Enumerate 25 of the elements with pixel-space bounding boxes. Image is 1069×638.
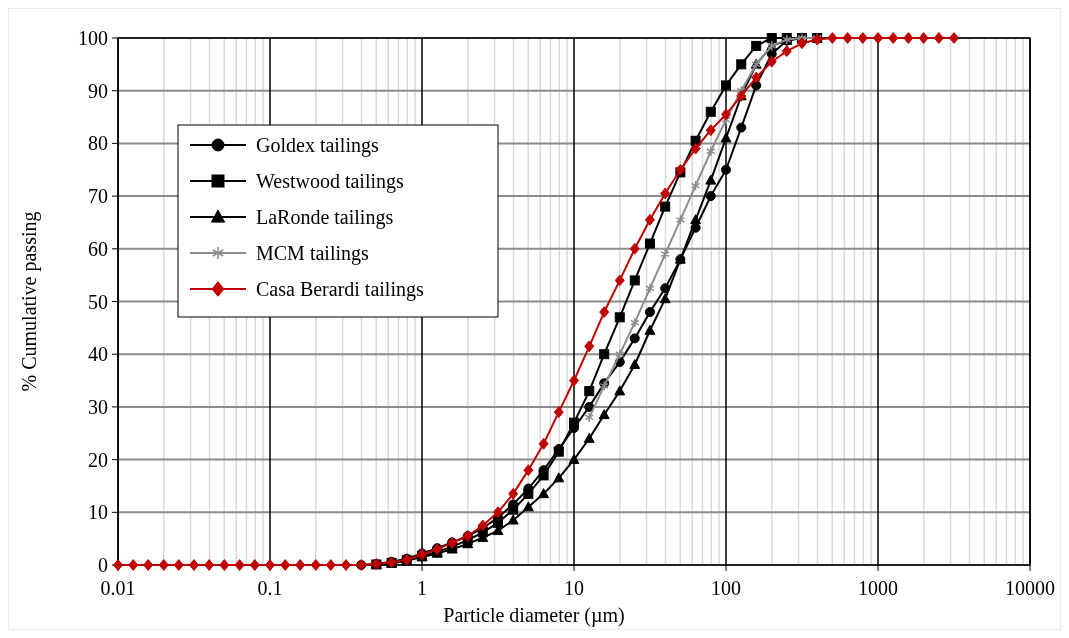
y-tick-label: 30 bbox=[88, 395, 108, 418]
x-tick-label: 0.1 bbox=[257, 577, 283, 599]
y-tick-label: 90 bbox=[88, 79, 108, 102]
x-tick-label: 1 bbox=[417, 577, 427, 599]
x-tick-label: 100 bbox=[711, 577, 741, 599]
x-tick-label: 1000 bbox=[858, 577, 898, 599]
y-tick-label: 70 bbox=[88, 185, 108, 208]
y-tick-label: 20 bbox=[88, 448, 108, 471]
y-tick-label: 50 bbox=[88, 290, 108, 313]
x-tick-label: 0.01 bbox=[100, 577, 136, 599]
y-tick-label: 0 bbox=[98, 554, 108, 576]
legend-label: MCM tailings bbox=[256, 242, 370, 265]
legend-label: Goldex tailings bbox=[256, 134, 379, 157]
y-tick-label: 80 bbox=[88, 132, 108, 155]
y-tick-label: 40 bbox=[88, 343, 108, 366]
legend-label: LaRonde tailings bbox=[256, 206, 394, 229]
legend-label: Westwood tailings bbox=[256, 170, 405, 193]
x-axis-title: Particle diameter (µm) bbox=[443, 604, 625, 627]
y-axis-title: % Cumulative passing bbox=[18, 211, 41, 392]
legend-label: Casa Berardi tailings bbox=[256, 278, 424, 301]
y-tick-label: 60 bbox=[88, 237, 108, 260]
y-tick-label: 10 bbox=[88, 501, 108, 524]
x-tick-label: 10 bbox=[564, 577, 584, 599]
x-tick-label: 10000 bbox=[1005, 577, 1055, 599]
y-tick-label: 100 bbox=[78, 27, 108, 49]
